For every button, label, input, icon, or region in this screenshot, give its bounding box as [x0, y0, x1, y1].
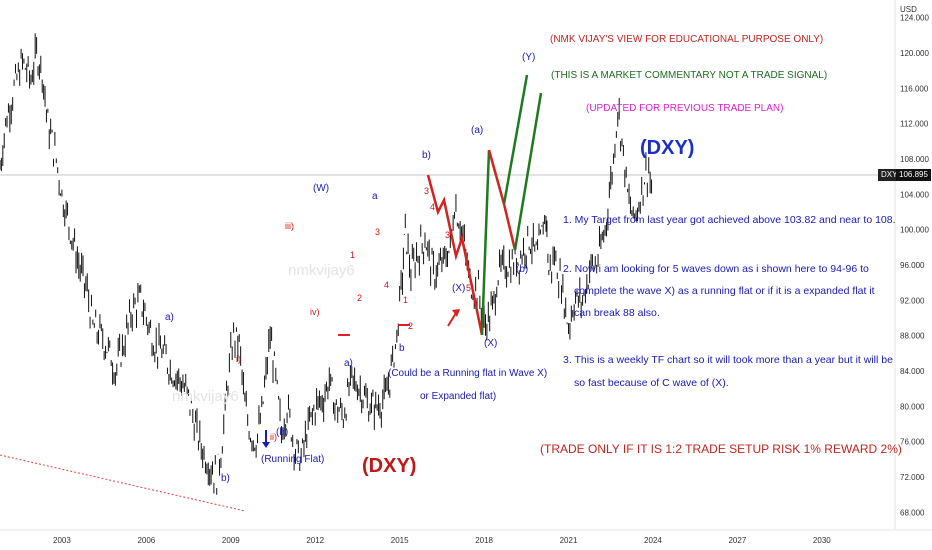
wave-num-5: 5 — [466, 283, 472, 293]
wave-num-3c: 3 — [445, 230, 451, 240]
currency-label: USD — [900, 5, 917, 14]
y-tick-label: 76.000 — [900, 438, 925, 447]
y-tick-label: 116.000 — [900, 84, 929, 93]
note-3b: so fast because of C wave of (X). — [574, 377, 729, 389]
header-line-2: (THIS IS A MARKET COMMENTARY NOT A TRADE… — [551, 70, 828, 81]
x-tick-label: 2024 — [644, 536, 662, 545]
note-2c: can break 88 also. — [574, 307, 660, 319]
y-tick-label: 108.000 — [900, 155, 929, 164]
wave-num-3b: 3 — [424, 186, 430, 196]
watermark-2: nmkvijay6 — [172, 388, 239, 405]
projection-green-up — [480, 149, 491, 336]
y-tick-label: 84.000 — [900, 367, 925, 376]
wave-num-4b: 4 — [430, 202, 436, 212]
x-tick-label: 2030 — [813, 536, 831, 545]
x-tick-label: 2021 — [560, 536, 578, 545]
note-3a: 3. This is a weekly TF chart so it will … — [563, 354, 893, 366]
projection-alt-red — [502, 203, 517, 251]
running-flat: (Running Flat) — [261, 454, 325, 465]
y-tick-label: 72.000 — [900, 473, 925, 482]
projection-red-b — [487, 149, 506, 205]
x-tick-label: 2015 — [391, 536, 409, 545]
wave-label-iii: iii) — [285, 221, 294, 231]
wave-label-a-top: a — [372, 191, 378, 202]
last-price-tag: DXY — [878, 169, 901, 181]
wave-label-b-small: b) — [221, 473, 230, 484]
header-line-3: (UPDATED FOR PREVIOUS TRADE PLAN) — [586, 103, 784, 114]
projection-red-down — [426, 174, 484, 336]
trendline-dotted — [0, 454, 246, 512]
blue-down-arrowhead — [262, 442, 270, 448]
wave-label-b-low: b — [399, 343, 405, 354]
note-2b: complete the wave X) as a running flat o… — [574, 285, 875, 297]
y-tick-label: 68.000 — [900, 508, 925, 517]
wave-label-i: i) — [236, 354, 241, 364]
y-tick-label: 104.000 — [900, 190, 929, 199]
wave-label-W: (W) — [313, 183, 330, 194]
price-bars — [0, 33, 653, 495]
wave-label-b-top: b) — [422, 150, 431, 161]
x-tick-label: 2018 — [475, 536, 493, 545]
time-axis: 2003 2006 2009 2012 2015 2018 2021 2024 2027 2030 — [53, 536, 831, 545]
y-tick-label: 80.000 — [900, 402, 925, 411]
last-price-value: 106.895 — [896, 169, 931, 181]
y-tick-label: 88.000 — [900, 332, 925, 341]
wave-num-4: 4 — [384, 280, 390, 290]
y-tick-label: 96.000 — [900, 261, 925, 270]
wave-label-X-mid: (X) — [452, 283, 466, 294]
trade-rule: (TRADE ONLY IF IT IS 1:2 TRADE SETUP RIS… — [540, 442, 902, 456]
chart-title-red: (DXY) — [362, 455, 417, 477]
expanded-flat: or Expanded flat) — [420, 391, 497, 402]
projection-alt-green — [513, 92, 543, 251]
wave-num-1b: 1 — [403, 295, 409, 305]
chart-title-blue: (DXY) — [640, 137, 695, 159]
price-axis: 124.000 120.000 116.000 112.000 108.000 104.0… — [900, 14, 929, 518]
wave-label-a-paren: (a) — [471, 125, 484, 136]
wave-num-2: 2 — [357, 293, 363, 303]
red-up-arrowhead — [452, 309, 460, 317]
note-1: 1. My Target from last year got achieved… — [563, 214, 896, 226]
wave-label-iv: iv) — [310, 307, 320, 317]
x-tick-label: 2003 — [53, 536, 71, 545]
wave-num-3: 3 — [375, 227, 381, 237]
y-tick-label: 100.000 — [900, 226, 929, 235]
watermark: nmkvijay6 — [288, 262, 355, 279]
wave-num-1: 1 — [350, 250, 356, 260]
y-tick-label: 92.000 — [900, 296, 925, 305]
running-flat-wave-x: (Could be a Running flat in Wave X) — [388, 368, 548, 379]
projection-green-y — [502, 74, 529, 205]
x-tick-label: 2012 — [306, 536, 324, 545]
y-tick-label: 124.000 — [900, 14, 929, 23]
x-tick-label: 2027 — [728, 536, 746, 545]
header-line-1: (NMK VIJAY'S VIEW FOR EDUCATIONAL PURPOS… — [550, 34, 824, 45]
x-tick-label: 2009 — [222, 536, 240, 545]
wave-label-b-paren-left: (b) — [276, 427, 289, 438]
x-tick-label: 2006 — [137, 536, 155, 545]
wave-label-b-paren: (b) — [516, 264, 529, 275]
wave-label-a-small: a) — [165, 312, 174, 323]
note-2a: 2. Now i am looking for 5 waves down as … — [563, 263, 869, 275]
wave-label-X-bottom: (X) — [484, 338, 498, 349]
wave-label-a-low: a) — [344, 358, 353, 369]
wave-num-2b: 2 — [408, 321, 414, 331]
y-tick-label: 112.000 — [900, 120, 929, 129]
red-up-arrow — [447, 312, 457, 327]
y-tick-label: 120.000 — [900, 49, 929, 58]
wave-label-Y: (Y) — [522, 52, 536, 63]
wave-label-ii: ii) — [270, 432, 277, 442]
